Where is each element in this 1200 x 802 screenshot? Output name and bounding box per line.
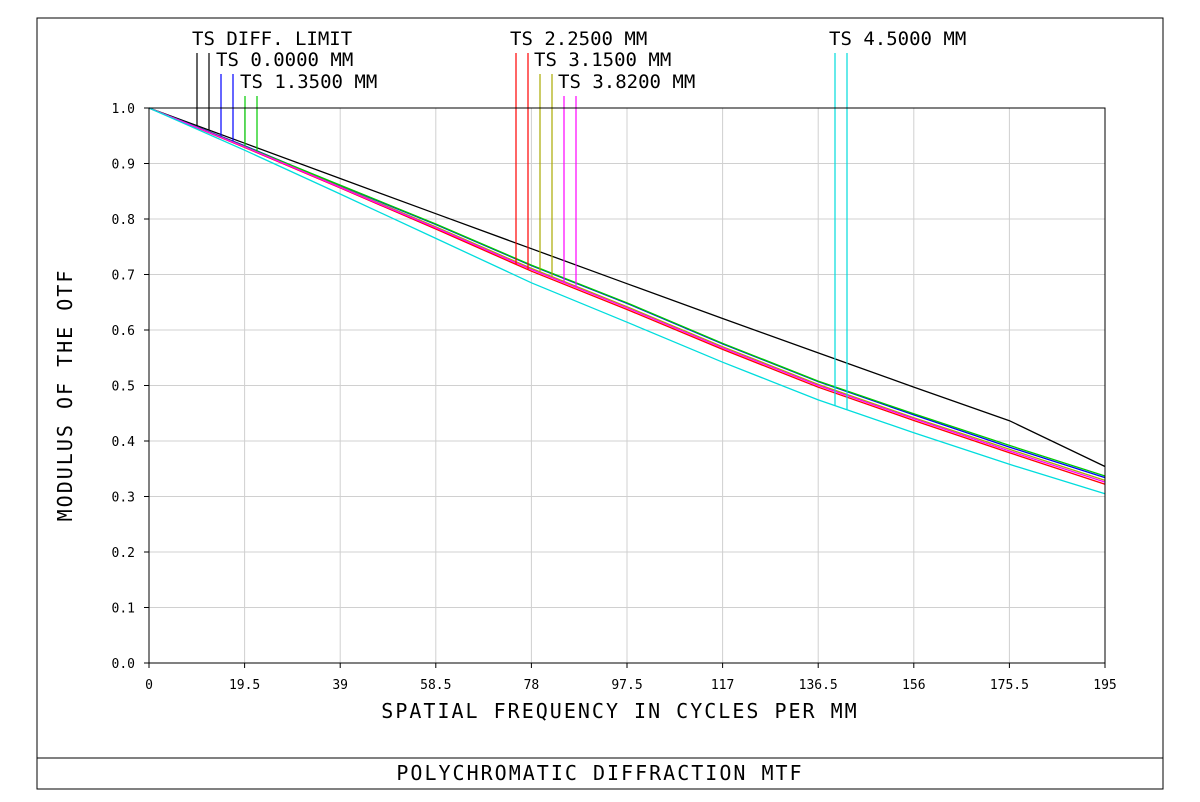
y-tick-label: 0.4 xyxy=(112,435,136,450)
x-tick-label: 136.5 xyxy=(799,678,838,693)
legend-label-2: TS 1.3500 MM xyxy=(240,71,377,93)
legend-label-5: TS 3.8200 MM xyxy=(558,71,695,93)
series-layer xyxy=(148,107,1106,495)
x-tick-label: 117 xyxy=(711,678,734,693)
y-tick-label: 1.0 xyxy=(112,102,135,117)
x-tick-label: 175.5 xyxy=(990,678,1029,693)
series-line-0 xyxy=(148,107,1106,468)
x-tick-label: 58.5 xyxy=(420,678,451,693)
y-tick-label: 0.6 xyxy=(112,324,135,339)
grid xyxy=(148,107,1106,664)
legend-label-0: TS DIFF. LIMIT xyxy=(192,28,352,50)
legend-label-4: TS 3.1500 MM xyxy=(534,49,671,71)
y-axis-title: MODULUS OF THE OTF xyxy=(53,269,77,522)
x-tick-label: 0 xyxy=(145,678,153,693)
y-tick-label: 0.8 xyxy=(112,213,135,228)
y-tick-label: 0.2 xyxy=(112,546,135,561)
legend-label-1: TS 0.0000 MM xyxy=(216,49,353,71)
legend-label-6: TS 4.5000 MM xyxy=(829,28,966,50)
x-tick-label: 156 xyxy=(902,678,925,693)
y-axis-ticks: 0.0 0.1 0.2 0.3 0.4 0.5 0.6 0.7 0.8 0.9 1.0 xyxy=(112,102,149,672)
x-axis-title: SPATIAL FREQUENCY IN CYCLES PER MM xyxy=(381,699,858,723)
x-tick-label: 195 xyxy=(1093,678,1116,693)
x-axis-ticks: 0 19.5 39 58.5 78 97.5 117 136.5 156 175.5 195 xyxy=(145,663,1117,693)
y-tick-label: 0.1 xyxy=(112,602,135,617)
series-line-6 xyxy=(148,107,1106,495)
x-tick-label: 78 xyxy=(524,678,540,693)
y-tick-label: 0.0 xyxy=(112,657,135,672)
series-line-5 xyxy=(148,107,1106,483)
y-tick-label: 0.9 xyxy=(112,158,135,173)
legend-label-3: TS 2.2500 MM xyxy=(510,28,647,50)
y-tick-label: 0.7 xyxy=(112,269,135,284)
x-tick-label: 39 xyxy=(332,678,348,693)
outer-frame xyxy=(36,17,1164,790)
x-tick-label: 97.5 xyxy=(611,678,642,693)
y-tick-label: 0.3 xyxy=(112,491,135,506)
chart-title: POLYCHROMATIC DIFFRACTION MTF xyxy=(396,761,803,785)
x-tick-label: 19.5 xyxy=(229,678,260,693)
y-tick-label: 0.5 xyxy=(112,380,135,395)
series-line-2 xyxy=(148,107,1106,477)
